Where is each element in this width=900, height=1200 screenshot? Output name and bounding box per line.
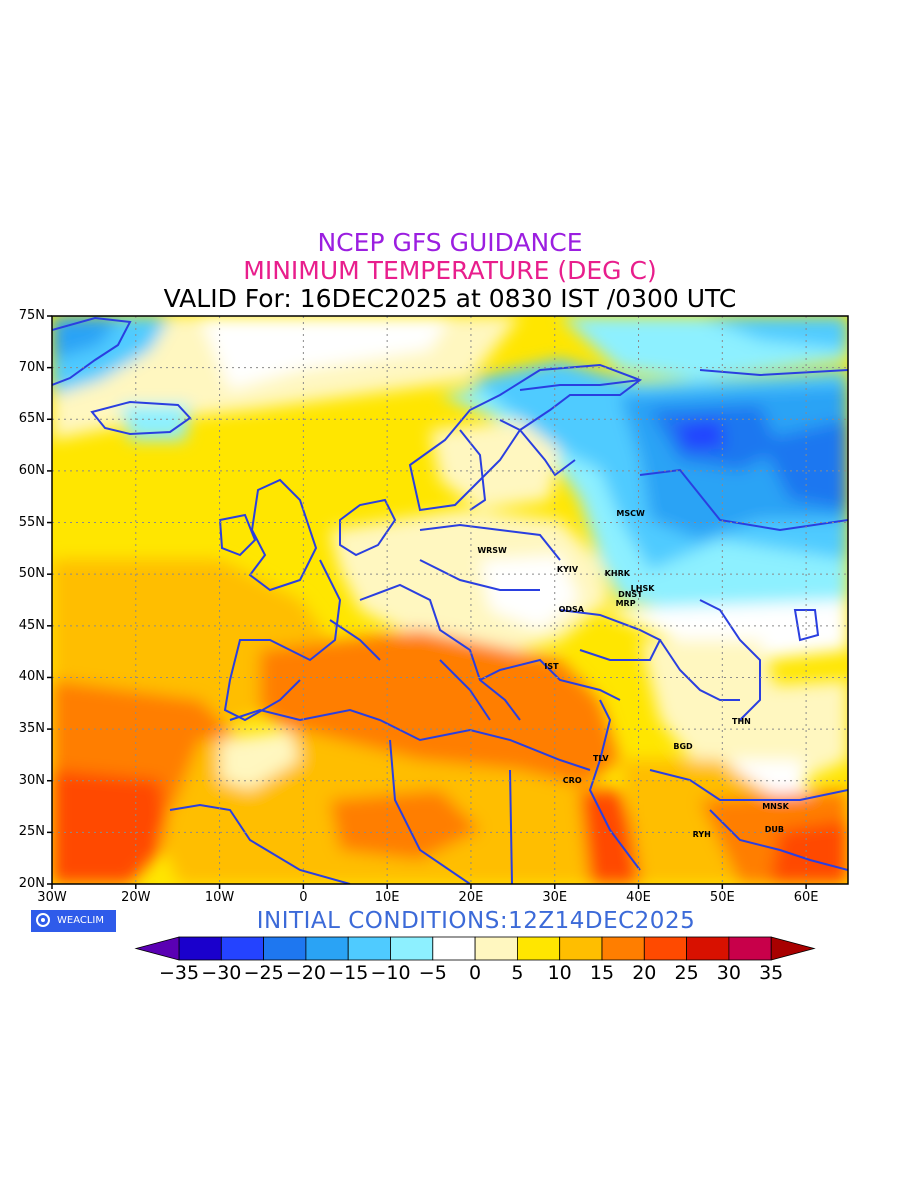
colorbar-swatch — [686, 936, 730, 961]
colorbar-label: −30 — [201, 962, 242, 984]
colorbar-label: 25 — [674, 962, 699, 984]
lon-label: 20W — [121, 890, 151, 905]
lat-label: 50N — [18, 566, 45, 582]
colorbar-label: −20 — [285, 962, 326, 984]
lon-label: 0 — [299, 890, 308, 905]
map-frame — [51, 315, 849, 885]
colorbar-swatch — [390, 936, 434, 961]
lon-label: 60E — [793, 890, 819, 905]
lon-label: 30W — [37, 890, 67, 905]
city-label-ist: IST — [544, 662, 559, 672]
colorbar-label: 10 — [547, 962, 572, 984]
colorbar-label: 30 — [716, 962, 741, 984]
lat-label: 45N — [18, 617, 45, 633]
city-label-tlv: TLV — [592, 754, 609, 764]
city-label-dnst: DNST — [618, 589, 643, 599]
colorbar-label: 20 — [632, 962, 657, 984]
lat-label: 25N — [18, 824, 45, 840]
weaclim-logo: WEACLIM — [31, 910, 116, 932]
city-label-kyiv: KYIV — [556, 565, 579, 575]
lon-label: 20E — [458, 890, 484, 905]
temperature-field — [52, 316, 848, 884]
colorbar-swatch — [432, 936, 476, 961]
colorbar-swatch — [263, 936, 307, 961]
colorbar-swatch — [559, 936, 603, 961]
colorbar-label: 35 — [759, 962, 784, 984]
lat-label: 65N — [18, 411, 45, 427]
lat-label: 75N — [18, 308, 45, 323]
city-label-bgd: BGD — [673, 741, 693, 751]
colorbar-swatch — [517, 936, 561, 961]
lat-label: 70N — [18, 359, 45, 375]
city-label-mrp: MRP — [615, 599, 636, 609]
lon-label: 10W — [204, 890, 235, 905]
city-label-cro: CRO — [562, 775, 582, 785]
colorbar-swatch — [728, 936, 772, 961]
weaclim-logo-icon — [36, 913, 50, 927]
colorbar-label: −25 — [243, 962, 284, 984]
city-label-wrsw: WRSW — [477, 546, 507, 556]
country-borders — [52, 316, 848, 884]
colorbar-swatch — [347, 936, 391, 961]
lon-label: 40E — [626, 890, 651, 905]
lat-label: 40N — [18, 669, 45, 685]
colorbar-label: −10 — [370, 962, 411, 984]
colorbar-swatch — [643, 936, 687, 961]
city-label-khrk: KHRK — [604, 569, 630, 579]
valid-time: VALID For: 16DEC2025 at 0830 IST /0300 U… — [163, 284, 737, 313]
city-label-mscw: MSCW — [616, 509, 645, 519]
colorbar-label: 0 — [469, 962, 482, 984]
lat-label: 55N — [18, 514, 45, 530]
lon-label: 10E — [374, 890, 400, 905]
lat-label: 35N — [18, 721, 45, 737]
colorbar-label: 15 — [589, 962, 615, 984]
lon-label: 50E — [709, 890, 735, 905]
colorbar-swatch — [220, 936, 265, 961]
colorbar-under-triangle — [134, 936, 180, 961]
lat-label: 30N — [18, 772, 45, 788]
lat-label: 20N — [18, 876, 45, 891]
colorbar-swatch — [305, 936, 349, 961]
colorbar-over-triangle — [770, 936, 816, 961]
colorbar — [134, 936, 816, 961]
colorbar-label: −5 — [418, 962, 447, 984]
axis-ticks — [47, 315, 807, 889]
colorbar-swatch — [474, 936, 518, 961]
city-label-ryh: RYH — [692, 830, 711, 840]
lat-label: 60N — [18, 462, 45, 478]
colorbar-label: 5 — [511, 962, 524, 984]
map-subtitle: MINIMUM TEMPERATURE (DEG C) — [243, 256, 657, 285]
map-title: NCEP GFS GUIDANCE — [317, 228, 583, 257]
city-label-dub: DUB — [764, 825, 784, 835]
city-label-mnsk: MNSK — [762, 801, 789, 811]
lat-lon-grid — [52, 316, 848, 884]
logo-text: WEACLIM — [57, 915, 105, 926]
lon-label: 30E — [542, 890, 568, 905]
city-label-lhsk: LHSK — [630, 583, 655, 593]
colorbar-label: −15 — [328, 962, 369, 984]
colorbar-label: −35 — [159, 962, 200, 984]
city-label-odsa: ODSA — [558, 605, 584, 615]
colorbar-swatch — [601, 936, 645, 961]
city-label-thn: THN — [732, 716, 751, 726]
initial-conditions: INITIAL CONDITIONS:12Z14DEC2025 — [256, 908, 696, 934]
colorbar-swatch — [178, 936, 222, 961]
